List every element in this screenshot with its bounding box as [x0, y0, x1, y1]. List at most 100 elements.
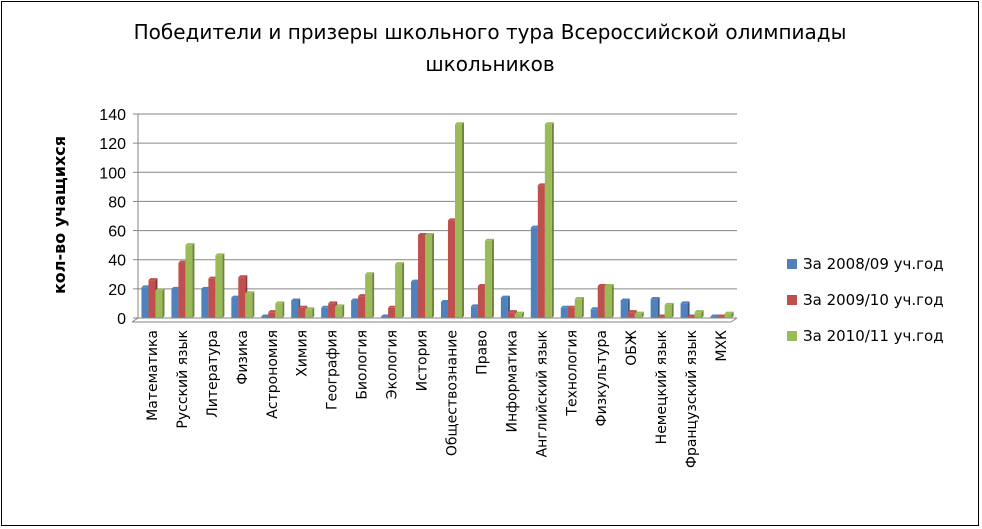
bar-side: [551, 122, 554, 318]
bar-top: [261, 314, 271, 317]
y-tick-label: 0: [117, 311, 126, 328]
bar-top: [440, 299, 450, 302]
y-axis-label: кол-во учащихся: [50, 136, 69, 294]
bar-front: [440, 301, 448, 318]
y-tick-label: 20: [108, 282, 126, 299]
bar-front: [381, 316, 389, 318]
bar: [544, 122, 554, 318]
bar-front: [358, 296, 366, 318]
bar-top: [544, 122, 554, 125]
x-tick-label: Русский язык: [175, 330, 191, 429]
bar-front: [477, 285, 485, 318]
bar-side: [491, 238, 494, 318]
bar-front: [298, 307, 306, 318]
bar-front: [597, 285, 605, 318]
bar-top: [574, 297, 584, 300]
bar-top: [687, 314, 697, 317]
x-tick-label: Экология: [385, 330, 401, 399]
bar-front: [178, 262, 186, 318]
bar-top: [627, 310, 637, 313]
bar-top: [268, 310, 278, 313]
bar-front: [604, 285, 612, 318]
bar-top: [507, 310, 517, 313]
bar-top: [291, 298, 301, 301]
x-tick-label: МХК: [714, 330, 730, 362]
bar-top: [567, 305, 577, 308]
bar-top: [470, 304, 480, 307]
y-tick-label: 120: [99, 136, 126, 153]
bar-front: [245, 293, 253, 318]
bar: [215, 253, 225, 318]
bar-front: [411, 281, 419, 318]
bar-top: [238, 275, 248, 278]
floor-edge: [730, 317, 738, 323]
x-tick-label: Право: [474, 330, 490, 375]
bar-front: [724, 313, 732, 318]
y-tick-label: 80: [108, 194, 126, 211]
bar: [155, 288, 165, 318]
bar-side: [731, 311, 734, 318]
bar-front: [261, 316, 269, 318]
bar-front: [454, 124, 462, 318]
bar-front: [500, 297, 508, 318]
bar-front: [627, 312, 635, 318]
bar-front: [321, 307, 329, 318]
bar-side: [701, 310, 704, 318]
bar-front: [388, 307, 396, 318]
x-tick-label: История: [415, 330, 431, 391]
bar: [694, 310, 704, 318]
bar-top: [185, 243, 195, 246]
bar-front: [470, 306, 478, 318]
gridlines: [138, 113, 737, 290]
bar-top: [590, 307, 600, 310]
bar: [185, 243, 195, 318]
bar-top: [148, 278, 158, 281]
bar-front: [687, 316, 695, 318]
legend-label: За 2009/10 уч.год: [803, 291, 944, 309]
bar-top: [321, 305, 331, 308]
bar-front: [418, 234, 426, 318]
bar-side: [342, 304, 345, 318]
bar-top: [664, 302, 674, 305]
legend-swatch: [787, 331, 797, 341]
bar-top: [650, 297, 660, 300]
bar-front: [365, 274, 373, 318]
bars: [141, 122, 734, 318]
bar-top: [155, 288, 165, 291]
bar-front: [208, 278, 216, 318]
bar-front: [275, 303, 283, 318]
bar-top: [560, 305, 570, 308]
bar-front: [530, 227, 538, 318]
x-tick-label: Информатика: [504, 330, 520, 432]
bar: [425, 232, 435, 318]
bar-side: [282, 301, 285, 318]
bar-top: [335, 304, 345, 307]
bar-side: [641, 311, 644, 318]
bar-top: [305, 307, 315, 310]
bar: [604, 283, 614, 318]
bar: [335, 304, 345, 318]
bar: [395, 262, 405, 318]
bar-side: [402, 262, 405, 318]
bar: [365, 272, 375, 318]
bar-front: [148, 280, 156, 318]
bar-front: [291, 300, 299, 318]
x-tick-label: География: [325, 330, 341, 410]
bar-top: [717, 314, 727, 317]
x-tick-label: Физика: [235, 330, 251, 385]
chart-title: Победители и призеры школьного тура Всер…: [134, 20, 847, 76]
bar-front: [664, 304, 672, 318]
chart-title-line: Победители и призеры школьного тура Всер…: [134, 20, 847, 44]
bar-front: [650, 299, 658, 318]
bar-top: [710, 314, 720, 317]
bar-top: [381, 314, 391, 317]
bar-front: [171, 288, 179, 318]
bar-front: [717, 316, 725, 318]
bar-front: [634, 313, 642, 318]
bar: [484, 238, 494, 318]
x-tick-label: Астрономия: [265, 330, 281, 419]
legend: За 2008/09 уч.год За 2009/10 уч.год За 201…: [787, 255, 944, 345]
bar-top: [245, 291, 255, 294]
floor-edge: [131, 317, 139, 323]
